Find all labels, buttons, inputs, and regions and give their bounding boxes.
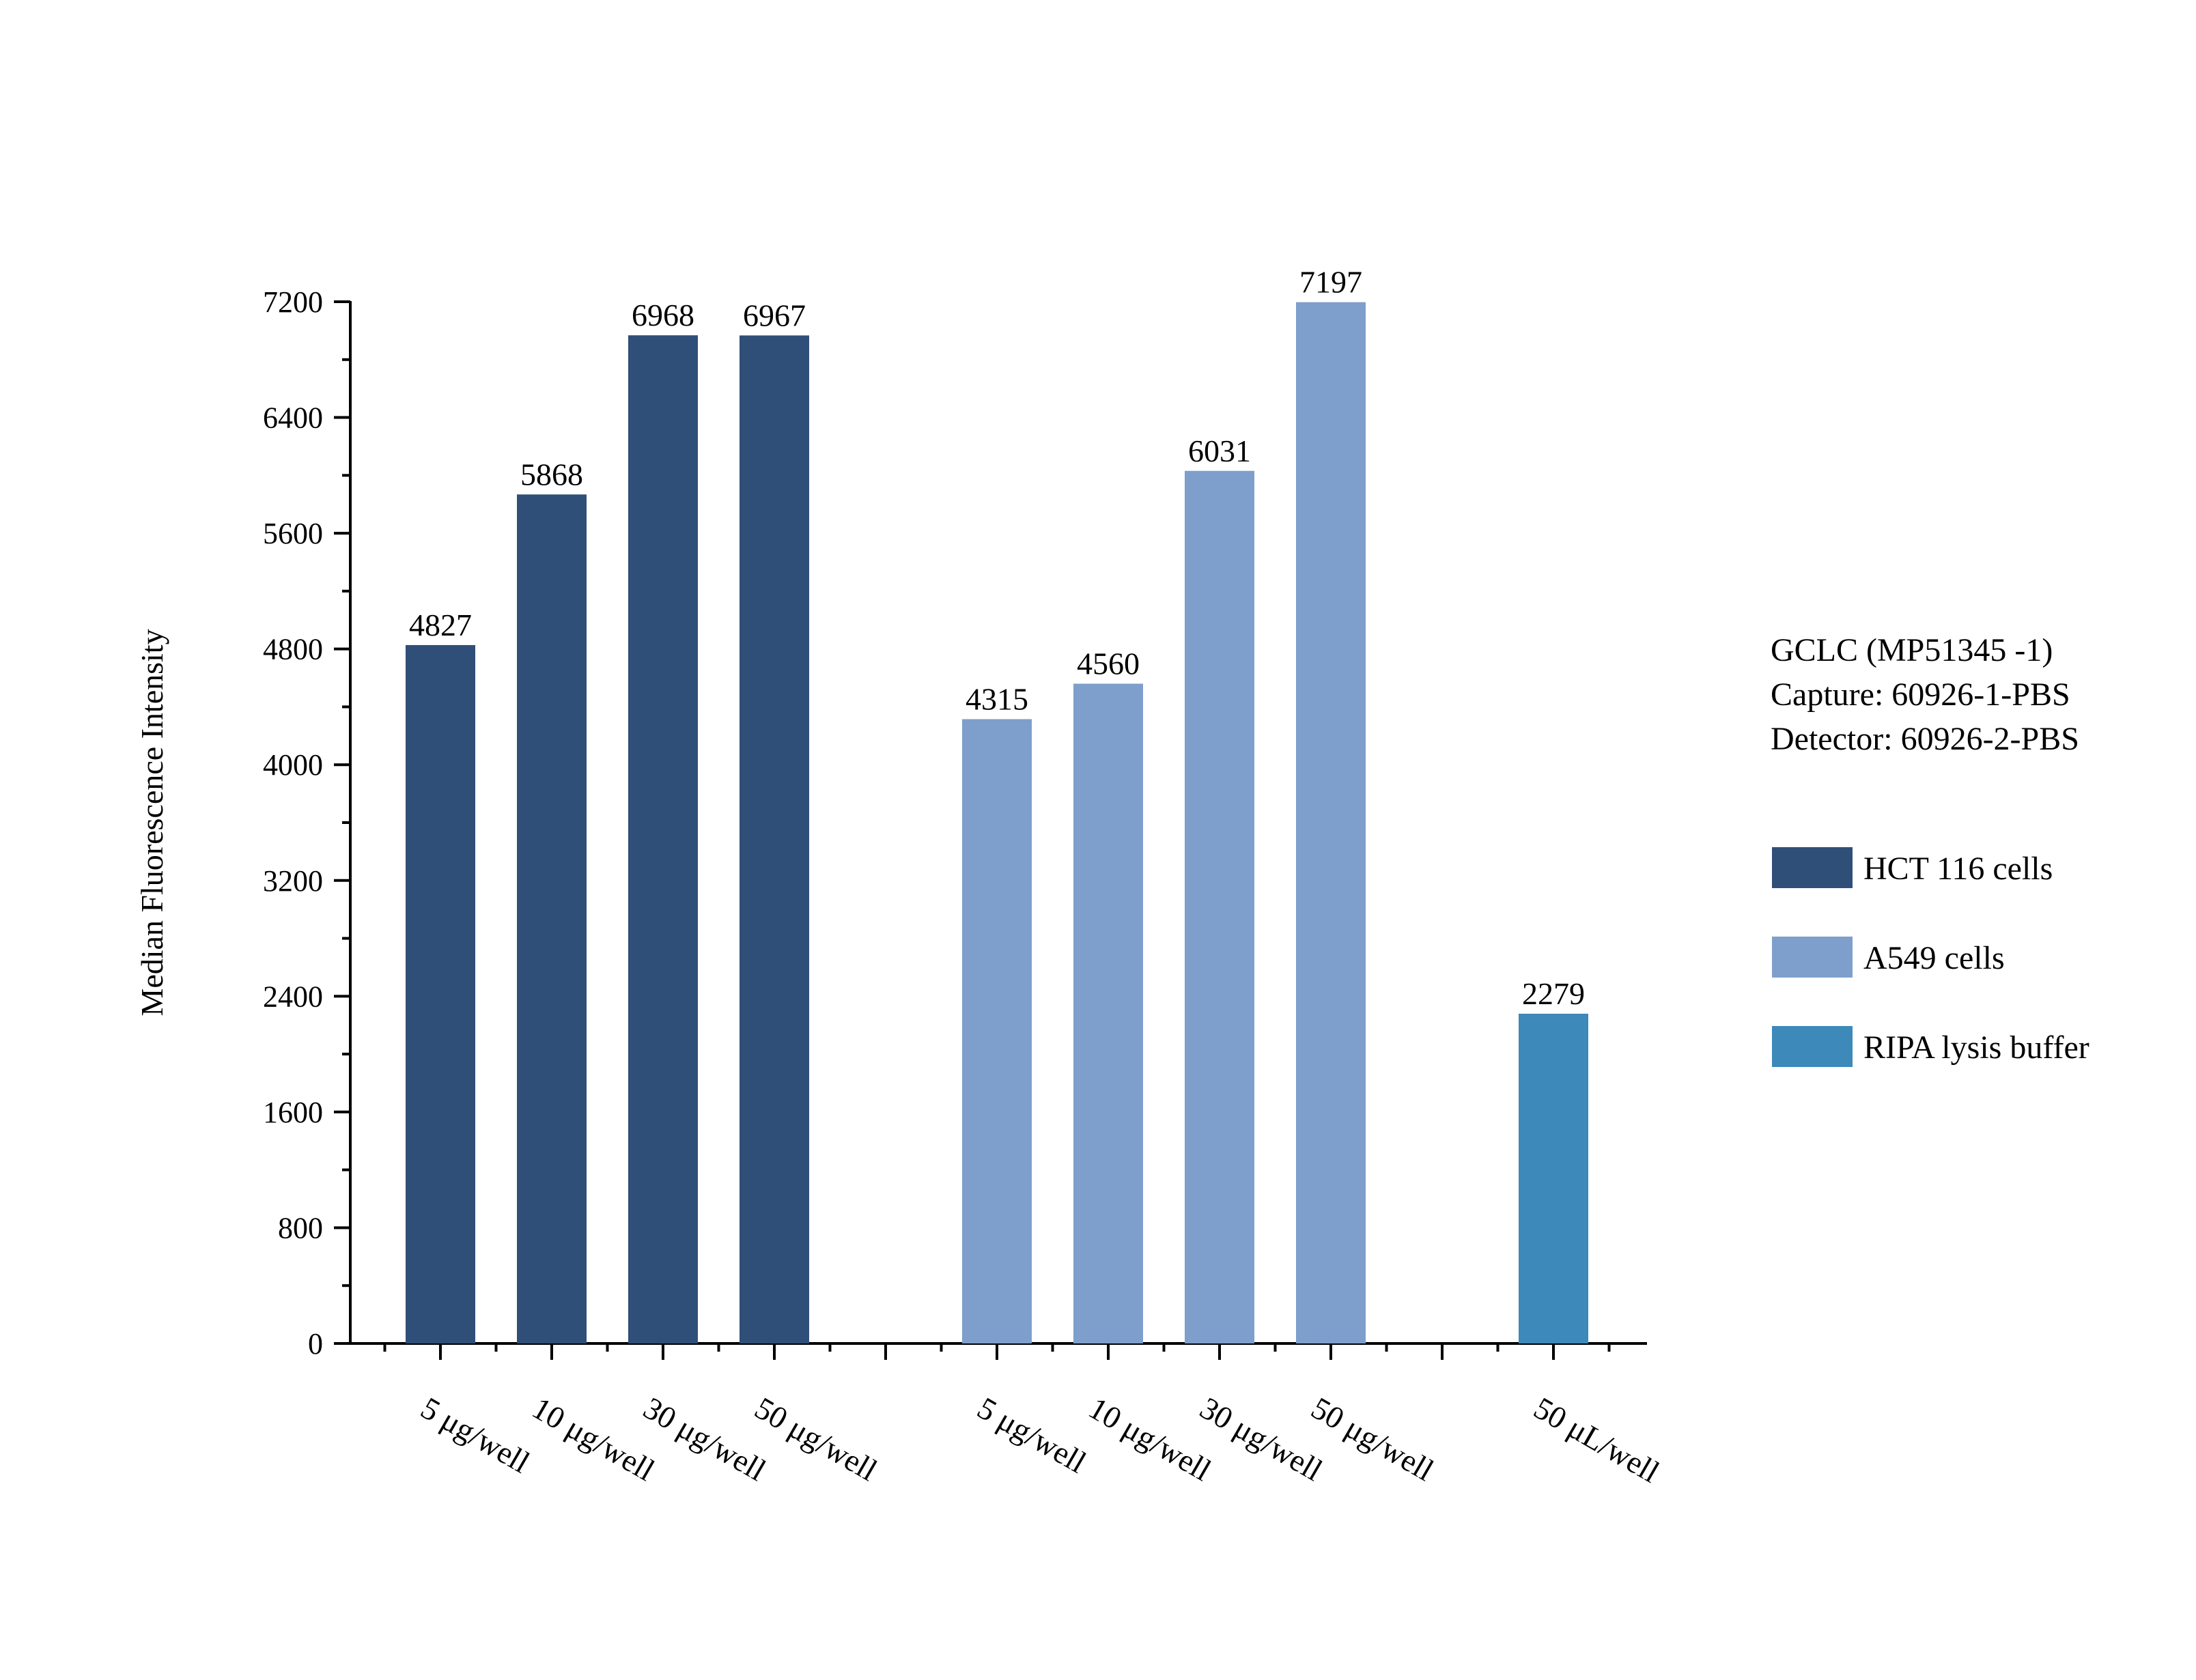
bar bbox=[406, 644, 475, 1343]
legend-entry: HCT 116 cells bbox=[1863, 851, 2053, 887]
data-label: 4560 bbox=[1077, 646, 1140, 681]
x-tick-label: 30 μg/well bbox=[1194, 1390, 1328, 1487]
x-tick-label: 50 μg/well bbox=[1306, 1390, 1439, 1487]
bar bbox=[1519, 1013, 1588, 1343]
data-label: 7197 bbox=[1299, 265, 1362, 300]
y-tick-label: 6400 bbox=[263, 401, 323, 435]
x-tick-label: 30 μg/well bbox=[638, 1390, 772, 1487]
x-tick-label: 5 μg/well bbox=[415, 1390, 535, 1479]
x-axis bbox=[334, 1342, 1647, 1360]
data-label: 5868 bbox=[520, 457, 583, 492]
legend-entry: RIPA lysis buffer bbox=[1863, 1029, 2089, 1066]
x-tick-label: 50 μg/well bbox=[749, 1390, 883, 1487]
bar bbox=[1073, 683, 1143, 1343]
y-tick-label: 5600 bbox=[263, 517, 323, 550]
assay-info: GCLC (MP51345 -1) Capture: 60926-1-PBS D… bbox=[1771, 632, 2079, 757]
data-label: 4827 bbox=[409, 608, 472, 642]
legend: HCT 116 cells A549 cells RIPA lysis buffer bbox=[1772, 847, 2089, 1067]
x-tick-label: 10 μg/well bbox=[526, 1390, 660, 1487]
data-label: 6967 bbox=[743, 298, 806, 332]
x-tick-label: 5 μg/well bbox=[972, 1390, 1092, 1479]
legend-swatch bbox=[1772, 937, 1853, 978]
bar bbox=[628, 335, 698, 1343]
y-tick-label: 3200 bbox=[263, 864, 323, 898]
info-line-2: Capture: 60926-1-PBS bbox=[1771, 677, 2070, 713]
bar bbox=[517, 494, 587, 1343]
data-label: 4315 bbox=[966, 681, 1028, 716]
y-axis-title: Median Fluorescence Intensity bbox=[135, 629, 169, 1016]
bar bbox=[740, 335, 809, 1343]
data-label: 6031 bbox=[1188, 433, 1251, 468]
data-label: 2279 bbox=[1522, 976, 1585, 1011]
y-axis: 0 800 1600 2400 3200 4000 4800 5600 6400 7200 bbox=[263, 285, 352, 1361]
y-tick-label: 7200 bbox=[263, 285, 323, 319]
y-tick-label: 2400 bbox=[263, 980, 323, 1013]
legend-swatch bbox=[1772, 847, 1853, 888]
x-tick-label: 10 μg/well bbox=[1083, 1390, 1217, 1487]
x-tick-label: 50 μL/well bbox=[1528, 1390, 1665, 1489]
y-tick-label: 4800 bbox=[263, 633, 323, 666]
bars bbox=[406, 302, 1588, 1343]
legend-swatch bbox=[1772, 1026, 1853, 1067]
y-tick-label: 4000 bbox=[263, 748, 323, 782]
bar bbox=[1296, 302, 1366, 1343]
bar bbox=[962, 719, 1032, 1343]
info-line-1: GCLC (MP51345 -1) bbox=[1771, 632, 2053, 668]
value-labels: 4827 5868 6968 6967 4315 4560 6031 7197 2279 bbox=[409, 265, 1585, 1011]
y-tick-label: 0 bbox=[308, 1327, 323, 1361]
y-tick-label: 1600 bbox=[263, 1096, 323, 1129]
legend-entry: A549 cells bbox=[1863, 940, 2005, 976]
info-line-3: Detector: 60926-2-PBS bbox=[1771, 721, 2079, 757]
y-tick-label: 800 bbox=[278, 1211, 323, 1244]
data-label: 6968 bbox=[632, 298, 694, 332]
bar bbox=[1185, 470, 1254, 1343]
